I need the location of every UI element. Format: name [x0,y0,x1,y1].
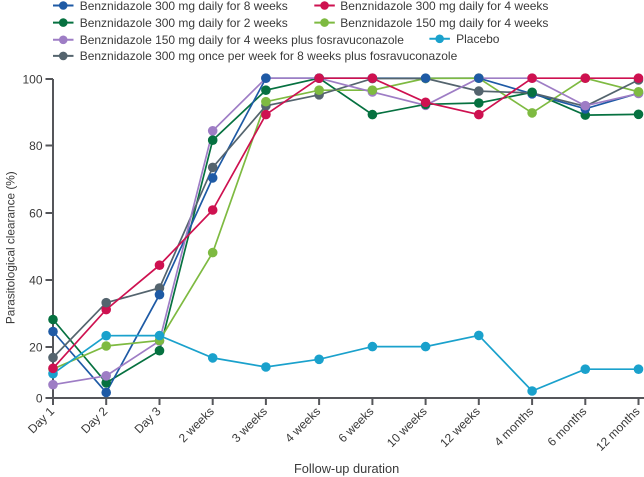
svg-text:0: 0 [36,392,43,406]
svg-text:Benznidazole 150 mg daily for: Benznidazole 150 mg daily for 4 weeks pl… [80,33,405,47]
svg-text:Follow-up duration: Follow-up duration [294,461,399,476]
svg-text:Benznidazole 150 mg daily for: Benznidazole 150 mg daily for 4 weeks [340,16,548,30]
svg-text:80: 80 [29,139,43,153]
svg-text:40: 40 [29,274,43,288]
svg-text:Benznidazole 300 mg daily for: Benznidazole 300 mg daily for 4 weeks [340,0,548,13]
svg-text:Benznidazole 300 mg daily for: Benznidazole 300 mg daily for 2 weeks [80,16,288,30]
svg-text:Benznidazole 300 mg once per w: Benznidazole 300 mg once per week for 8 … [80,49,458,63]
svg-text:20: 20 [29,341,43,355]
svg-text:Parasitological clearance (%): Parasitological clearance (%) [4,171,18,324]
svg-text:Placebo: Placebo [456,32,500,46]
svg-text:Benznidazole 300 mg daily for: Benznidazole 300 mg daily for 8 weeks [80,0,288,13]
svg-text:60: 60 [29,207,43,221]
svg-text:100: 100 [22,73,42,87]
